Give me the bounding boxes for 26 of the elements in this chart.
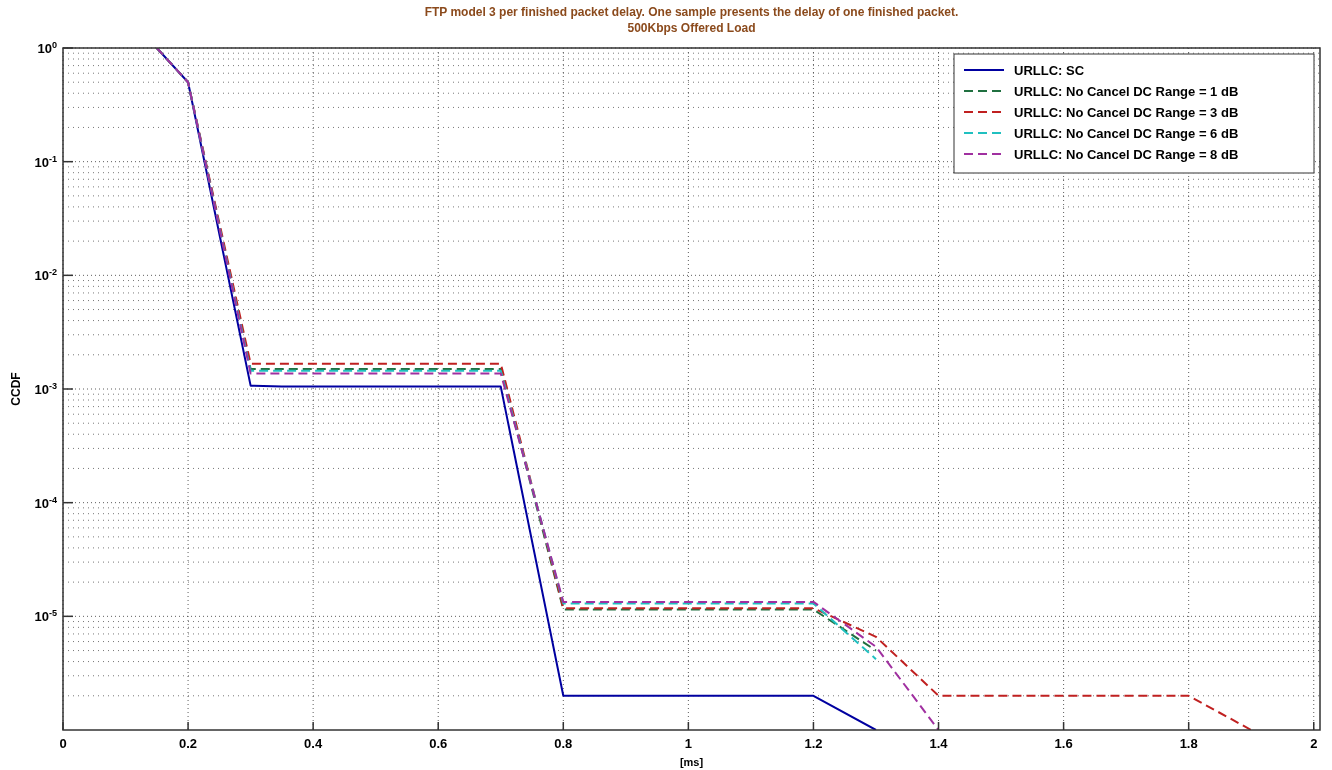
y-tick-label: 10$^{-1}$ [34,153,57,170]
chart-title: FTP model 3 per finished packet delay. One sample presents the delay of one finished packet. [424,5,959,19]
x-axis-title: [ms] [679,756,704,768]
x-tick-label: 1.6 [1054,736,1073,751]
legend-label: URLLC: SC [1014,63,1085,78]
legend-label: URLLC: No Cancel DC Range = 8 dB [1014,147,1239,162]
x-tick-label: 0.2 [179,736,198,751]
y-tick-label: 10$^{-4}$ [34,494,58,511]
x-tick-label: 1.4 [929,736,949,751]
legend-label: URLLC: No Cancel DC Range = 1 dB [1014,84,1239,99]
legend-label: URLLC: No Cancel DC Range = 6 dB [1014,126,1239,141]
y-tick-label: 10$^{-2}$ [34,267,57,284]
y-tick-label: 10$^{0}$ [37,40,57,56]
y-axis-title: CCDF [9,372,23,406]
y-tick-label: 10$^{-3}$ [34,381,57,397]
legend-label: URLLC: No Cancel DC Range = 3 dB [1014,105,1239,120]
x-tick-label: 0.6 [429,736,448,751]
x-tick-label: 0 [59,736,67,751]
x-tick-label: 1 [684,736,692,751]
x-tick-label: 0.4 [304,736,323,751]
chart-subtitle: 500Kbps Offered Load [627,21,756,35]
y-tick-label: 10$^{-5}$ [34,608,57,625]
x-tick-label: 2 [1310,736,1318,751]
x-tick-label: 1.8 [1179,736,1198,751]
x-tick-label: 0.8 [554,736,573,751]
x-tick-label: 1.2 [804,736,823,751]
